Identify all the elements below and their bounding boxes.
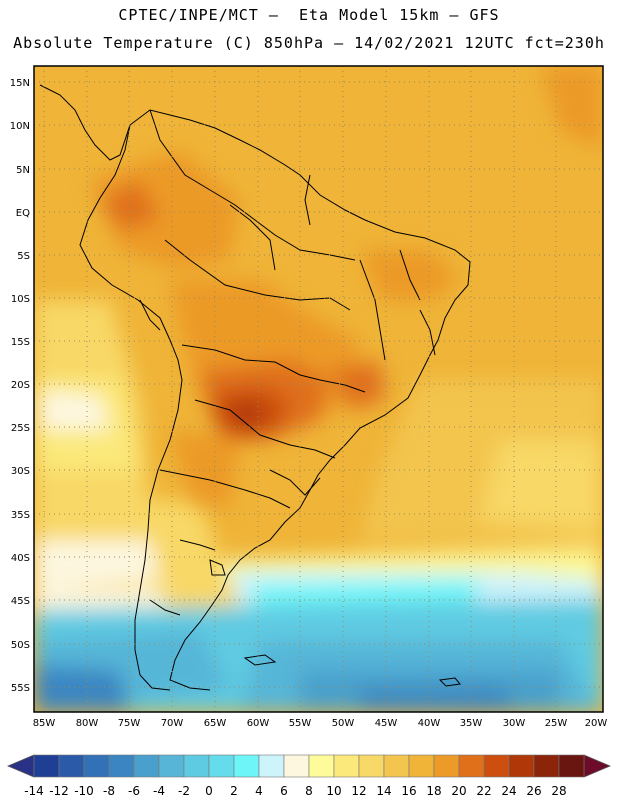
lon-label: 85W bbox=[33, 718, 56, 729]
lat-label: 15N bbox=[10, 78, 30, 89]
colorbar-label: 14 bbox=[376, 784, 391, 798]
colorbar-left-arrow bbox=[6, 754, 35, 778]
colorbar-label: -6 bbox=[128, 784, 140, 798]
colorbar-right-arrow bbox=[583, 754, 612, 778]
colorbar-swatch bbox=[533, 754, 560, 778]
lon-label: 50W bbox=[332, 718, 355, 729]
lat-label: 40S bbox=[11, 553, 30, 564]
colorbar-swatch bbox=[558, 754, 585, 778]
map-frame bbox=[33, 65, 604, 713]
colorbar-swatch bbox=[283, 754, 310, 778]
colorbar-label: 2 bbox=[230, 784, 238, 798]
lon-label: 80W bbox=[76, 718, 99, 729]
lon-label: 75W bbox=[118, 718, 141, 729]
colorbar-label: -2 bbox=[178, 784, 190, 798]
colorbar-label: 28 bbox=[551, 784, 566, 798]
lat-label: EQ bbox=[16, 208, 30, 219]
colorbar-label: 22 bbox=[476, 784, 491, 798]
lat-label: 30S bbox=[11, 466, 30, 477]
lon-label: 30W bbox=[503, 718, 526, 729]
colorbar-label: -8 bbox=[103, 784, 115, 798]
lat-label: 10N bbox=[10, 121, 30, 132]
lat-label: 5N bbox=[16, 165, 30, 176]
lon-label: 70W bbox=[161, 718, 184, 729]
lon-label: 20W bbox=[585, 718, 608, 729]
colorbar-label: 26 bbox=[526, 784, 541, 798]
colorbar-swatch bbox=[83, 754, 110, 778]
colorbar-swatch bbox=[408, 754, 435, 778]
lat-label: 55S bbox=[11, 683, 30, 694]
colorbar-label: -14 bbox=[24, 784, 44, 798]
colorbar-label: 12 bbox=[351, 784, 366, 798]
colorbar-swatch bbox=[383, 754, 410, 778]
lon-label: 65W bbox=[204, 718, 227, 729]
colorbar-swatch bbox=[33, 754, 60, 778]
lat-label: 15S bbox=[11, 337, 30, 348]
colorbar-swatch bbox=[308, 754, 335, 778]
colorbar-swatch bbox=[108, 754, 135, 778]
lat-label: 50S bbox=[11, 640, 30, 651]
temperature-field bbox=[34, 66, 603, 712]
colorbar-label: 24 bbox=[501, 784, 516, 798]
lat-label: 35S bbox=[11, 510, 30, 521]
lon-label: 55W bbox=[289, 718, 312, 729]
colorbar-label: 6 bbox=[280, 784, 288, 798]
colorbar-swatch bbox=[483, 754, 510, 778]
lon-label: 60W bbox=[247, 718, 270, 729]
lat-label: 10S bbox=[11, 294, 30, 305]
colorbar-swatch bbox=[333, 754, 360, 778]
colorbar-label: 0 bbox=[205, 784, 213, 798]
lat-label: 45S bbox=[11, 596, 30, 607]
colorbar-swatch bbox=[183, 754, 210, 778]
colorbar: -14 -12 -10 -8 -6 -4 -2 0 2 4 6 8 10 12 14 16 18 20 22 24 26… bbox=[6, 754, 612, 798]
lon-label: 40W bbox=[418, 718, 441, 729]
coastlines bbox=[39, 84, 471, 691]
colorbar-swatch bbox=[158, 754, 185, 778]
colorbar-label: -12 bbox=[49, 784, 69, 798]
colorbar-label: 10 bbox=[326, 784, 341, 798]
colorbar-label: -4 bbox=[153, 784, 165, 798]
colorbar-swatch bbox=[208, 754, 235, 778]
title-line-1: CPTEC/INPE/MCT – Eta Model 15km – GFS bbox=[118, 6, 500, 24]
title-line-2: Absolute Temperature (C) 850hPa – 14/02/… bbox=[13, 34, 605, 52]
colorbar-swatch bbox=[258, 754, 285, 778]
colorbar-swatch bbox=[358, 754, 385, 778]
colorbar-swatch bbox=[58, 754, 85, 778]
lon-label: 45W bbox=[375, 718, 398, 729]
latitude-labels: 15N 10N 5N EQ 5S 10S 15S 20S 25S 30S 35S… bbox=[10, 78, 30, 694]
lon-label: 35W bbox=[460, 718, 483, 729]
lon-label: 25W bbox=[545, 718, 568, 729]
colorbar-label: 4 bbox=[255, 784, 263, 798]
colorbar-swatch bbox=[433, 754, 460, 778]
colorbar-label: -10 bbox=[74, 784, 94, 798]
colorbar-label: 16 bbox=[401, 784, 416, 798]
lat-label: 25S bbox=[11, 423, 30, 434]
colorbar-label: 8 bbox=[305, 784, 313, 798]
longitude-labels: 85W 80W 75W 70W 65W 60W 55W 50W 45W 40W … bbox=[33, 718, 608, 729]
lat-label: 5S bbox=[17, 251, 30, 262]
colorbar-label: 18 bbox=[426, 784, 441, 798]
colorbar-label: 20 bbox=[451, 784, 466, 798]
colorbar-swatch bbox=[233, 754, 260, 778]
lat-label: 20S bbox=[11, 380, 30, 391]
colorbar-swatch bbox=[133, 754, 160, 778]
colorbar-swatch bbox=[508, 754, 535, 778]
colorbar-swatch bbox=[458, 754, 485, 778]
